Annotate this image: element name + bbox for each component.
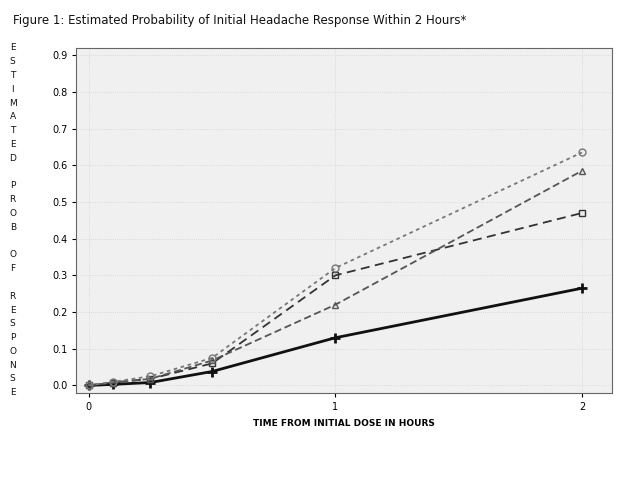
Text: S: S — [10, 375, 16, 384]
Text: Figure 1: Estimated Probability of Initial Headache Response Within 2 Hours*: Figure 1: Estimated Probability of Initi… — [13, 14, 466, 27]
X-axis label: TIME FROM INITIAL DOSE IN HOURS: TIME FROM INITIAL DOSE IN HOURS — [253, 419, 435, 428]
Text: D: D — [10, 154, 16, 163]
Text: E: E — [10, 306, 15, 315]
Text: R: R — [10, 195, 16, 204]
Text: T: T — [10, 71, 15, 80]
Text: R: R — [10, 292, 16, 301]
Text: P: P — [10, 182, 15, 190]
Text: E: E — [10, 140, 15, 149]
Text: O: O — [10, 209, 16, 218]
Text: A: A — [10, 113, 16, 121]
Text: O: O — [10, 251, 16, 259]
Text: M: M — [9, 99, 17, 108]
Text: B: B — [10, 223, 16, 232]
Text: P: P — [10, 333, 15, 342]
Text: T: T — [10, 126, 15, 135]
Text: I: I — [11, 85, 14, 94]
Text: S: S — [10, 57, 16, 66]
Text: E: E — [10, 388, 15, 397]
Text: S: S — [10, 319, 16, 328]
Text: N: N — [10, 361, 16, 370]
Text: O: O — [10, 347, 16, 356]
Text: F: F — [10, 264, 15, 273]
Text: E: E — [10, 44, 15, 52]
